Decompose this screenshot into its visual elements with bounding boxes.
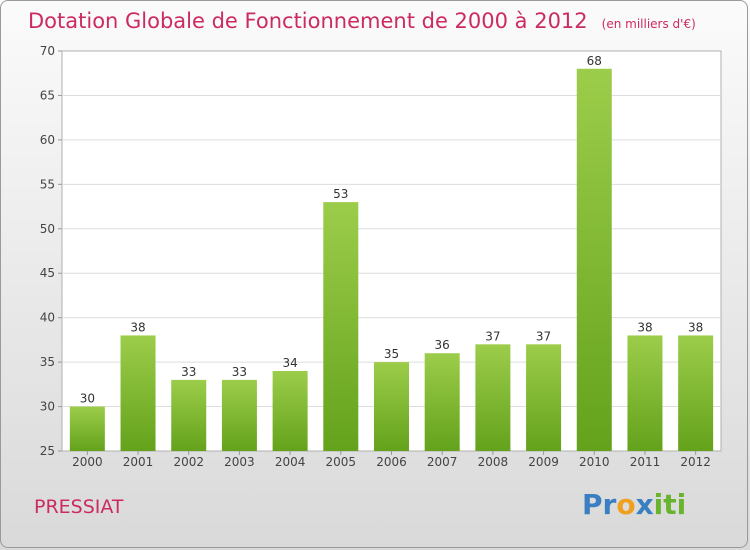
x-tick-label: 2004 [275, 455, 306, 469]
x-tick-label: 2002 [173, 455, 204, 469]
bar-value-label: 33 [232, 365, 247, 379]
bar-2012 [678, 335, 714, 451]
bar-value-label: 38 [688, 320, 703, 334]
y-axis: 25 30 35 40 45 50 55 60 65 70 [40, 44, 62, 458]
y-tick-label: 35 [40, 355, 55, 369]
bars: 30 38 33 33 34 53 35 36 37 37 68 38 38 [69, 54, 714, 452]
bar-value-label: 37 [536, 329, 551, 343]
chart-title: Dotation Globale de Fonctionnement de 20… [28, 9, 696, 33]
y-tick-label: 60 [40, 133, 55, 147]
x-tick-label: 2005 [326, 455, 357, 469]
y-tick-label: 65 [40, 88, 55, 102]
logo-letter: x [635, 488, 654, 521]
commune-name: PRESSIAT [34, 496, 124, 518]
x-tick-label: 2009 [528, 455, 559, 469]
logo-letter: t [663, 488, 677, 521]
bar-2007 [424, 353, 460, 451]
bar-value-label: 53 [333, 187, 348, 201]
bar-2006 [374, 362, 409, 451]
x-tick-label: 2006 [376, 455, 407, 469]
x-tick-label: 2001 [123, 455, 154, 469]
bar-value-label: 30 [80, 392, 95, 406]
bar-2011 [627, 335, 663, 451]
bar-2002 [171, 379, 207, 451]
y-tick-label: 45 [40, 266, 55, 280]
bar-2001 [120, 335, 156, 451]
y-tick-label: 70 [40, 44, 55, 58]
bar-value-label: 36 [435, 338, 450, 352]
bar-2010 [576, 68, 612, 452]
logo-letter: i [676, 488, 687, 521]
bar-value-label: 37 [485, 329, 500, 343]
y-tick-label: 30 [40, 400, 55, 414]
bar-value-label: 68 [587, 54, 602, 68]
bar-2008 [475, 344, 511, 451]
x-tick-label: 2012 [680, 455, 711, 469]
bar-2009 [526, 344, 562, 451]
proxiti-logo: Proxiti [582, 488, 686, 521]
y-tick-label: 55 [40, 177, 55, 191]
x-tick-label: 2007 [427, 455, 458, 469]
bar-2005 [323, 202, 359, 451]
x-tick-label: 2010 [579, 455, 610, 469]
y-tick-label: 25 [40, 444, 55, 458]
y-tick-label: 40 [40, 311, 55, 325]
x-tick-label: 2008 [478, 455, 509, 469]
logo-letter: P [582, 488, 603, 521]
x-tick-label: 2003 [224, 455, 255, 469]
y-tick-label: 50 [40, 222, 55, 236]
chart-subtitle: (en milliers d'€) [601, 17, 696, 31]
bar-value-label: 38 [637, 320, 652, 334]
logo-letter: i [653, 488, 664, 521]
logo-letter: r [602, 488, 617, 521]
logo-letter: o [616, 488, 636, 521]
bar-2000 [69, 406, 105, 451]
x-tick-label: 2011 [630, 455, 661, 469]
bar-2004 [272, 371, 308, 451]
chart-title-text: Dotation Globale de Fonctionnement de 20… [28, 9, 588, 33]
x-tick-label: 2000 [72, 455, 103, 469]
bar-value-label: 35 [384, 347, 399, 361]
bar-2003 [221, 379, 257, 451]
bar-value-label: 34 [282, 356, 297, 370]
x-axis: 2000 2001 2002 2003 2004 2005 2006 2007 2008 2009… [72, 451, 711, 469]
bar-value-label: 38 [130, 320, 145, 334]
bar-value-label: 33 [181, 365, 196, 379]
